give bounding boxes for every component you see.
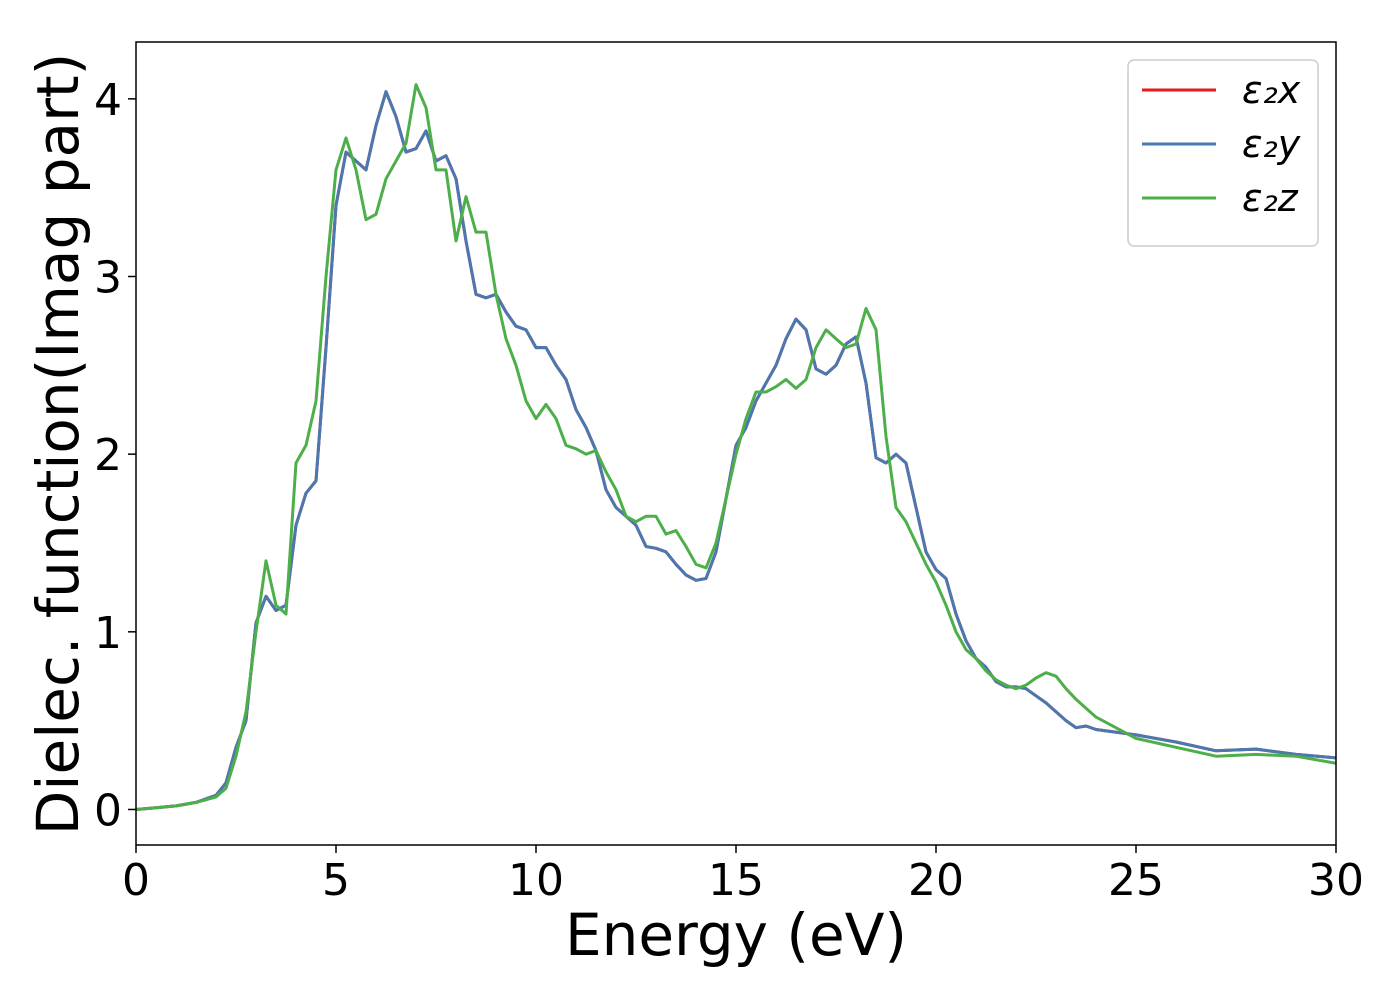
x-tick-label: 10 <box>508 855 564 906</box>
plot-frame <box>135 41 1337 846</box>
x-tick-label: 5 <box>322 855 350 906</box>
legend-label: ε₂x <box>1242 68 1301 112</box>
series-line <box>136 83 1336 811</box>
x-tick-label: 20 <box>908 855 964 906</box>
y-tick-label: 4 <box>94 75 122 126</box>
x-tick-label: 15 <box>708 855 764 906</box>
x-tick-label: 25 <box>1108 855 1164 906</box>
legend-label: ε₂y <box>1242 122 1301 166</box>
y-tick-label: 1 <box>94 608 122 659</box>
x-axis-label: Energy (eV) <box>565 901 907 969</box>
y-axis-label: Dielec. function(Imag part) <box>24 53 92 836</box>
y-tick-label: 3 <box>94 253 122 304</box>
y-tick-label: 2 <box>94 430 122 481</box>
y-tick-label: 0 <box>94 785 122 836</box>
legend-label: ε₂z <box>1242 176 1299 220</box>
x-tick-label: 0 <box>122 855 150 906</box>
x-tick-label: 30 <box>1308 855 1364 906</box>
